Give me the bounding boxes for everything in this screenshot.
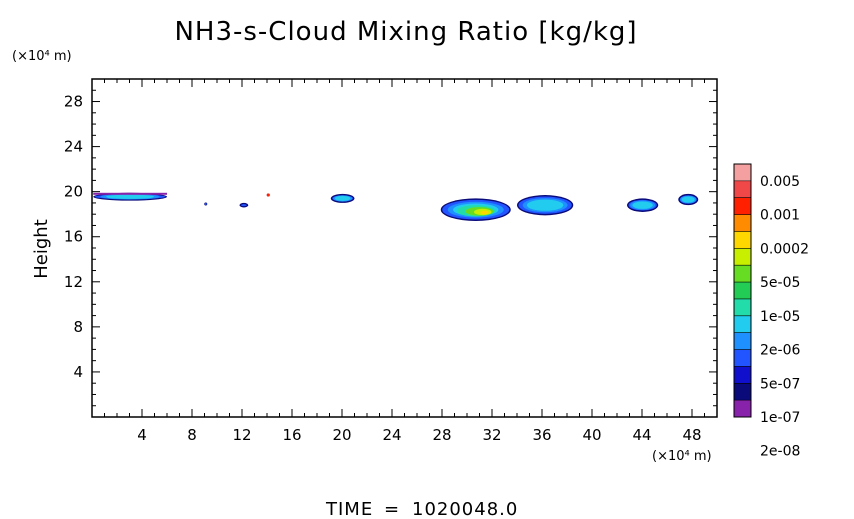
cloud-field: [93, 192, 699, 221]
colorbar-label: 0.001: [760, 208, 800, 224]
colorbar-segment: [734, 214, 751, 232]
cloud-patch: [334, 195, 351, 201]
y-tick-label: 12: [64, 273, 83, 291]
x-tick-label: 44: [632, 426, 651, 444]
colorbar-label: 2e-06: [760, 343, 800, 359]
colorbar-segment: [734, 282, 751, 300]
colorbar-label: 0.0002: [760, 241, 809, 257]
x-tick-label: 20: [332, 426, 351, 444]
colorbar-label: 0.005: [760, 174, 800, 190]
cloud-patch: [526, 199, 564, 211]
x-tick-label: 16: [282, 426, 301, 444]
y-tick-label: 20: [64, 183, 83, 201]
x-tick-label: 48: [682, 426, 701, 444]
colorbar-segment: [734, 265, 751, 283]
colorbar-segment: [734, 197, 751, 216]
x-tick-label: 12: [232, 426, 251, 444]
cloud-patch: [106, 194, 155, 199]
colorbar-segment: [734, 231, 751, 249]
colorbar-segment: [734, 180, 751, 199]
colorbar-label: 5e-05: [760, 275, 800, 291]
y-unit-label: (×10⁴ m): [12, 49, 72, 64]
x-tick-label: 28: [432, 426, 451, 444]
plot-frame: [91, 78, 718, 418]
x-tick-label: 24: [382, 426, 401, 444]
cloud-patch: [204, 203, 207, 206]
colorbar-segment: [734, 248, 751, 266]
colorbar-segment: [734, 349, 751, 367]
colorbar-segment: [734, 383, 751, 401]
cloud-patch: [681, 196, 695, 203]
colorbar-segment: [734, 298, 751, 317]
colorbar-segment: [734, 164, 751, 182]
x-tick-label: 36: [532, 426, 551, 444]
chart-title: NH3-s-Cloud Mixing Ratio [kg/kg]: [174, 17, 637, 47]
y-tick-label: 24: [64, 138, 83, 156]
colorbar-segment: [734, 315, 751, 334]
cloud-core: [480, 210, 489, 215]
x-unit-label: (×10⁴ m): [652, 449, 712, 464]
colorbar: [733, 163, 752, 418]
colorbar-segment: [734, 366, 751, 384]
time-equals: =: [384, 499, 400, 519]
colorbar-segment: [734, 400, 751, 418]
colorbar-label: 5e-07: [760, 376, 800, 392]
y-tick-label: 16: [64, 228, 83, 246]
x-tick-label: 32: [482, 426, 501, 444]
x-tick-label: 40: [582, 426, 601, 444]
cloud-patch: [241, 204, 247, 207]
colorbar-segment: [734, 332, 751, 351]
colorbar-frame: [733, 163, 752, 418]
time-label: TIME: [325, 499, 373, 519]
cloud-speck: [266, 193, 270, 197]
x-tick-label: 4: [137, 426, 147, 444]
colorbar-labels: 0.005 0.001 0.0002 5e-05 1e-05 2e-06 5e-07 1e-0…: [760, 174, 809, 460]
colorbar-label: 2e-08: [760, 444, 800, 460]
x-tick-label: 8: [187, 426, 197, 444]
cloud-patch: [632, 201, 653, 209]
y-tick-label: 28: [64, 93, 83, 111]
colorbar-label: 1e-05: [760, 309, 800, 325]
y-tick-label: 8: [73, 318, 83, 336]
cloud-edge: [93, 192, 167, 195]
y-axis-label: Height: [31, 219, 52, 279]
x-tick-labels: 4 8 12 16 20 24 28 32 36 40 44 48: [137, 426, 701, 444]
time-value: 1020048.0: [412, 499, 518, 519]
y-tick-labels: 4 8 12 16 20 24 28: [64, 93, 83, 381]
axis-ticks: [92, 79, 717, 417]
colorbar-label: 1e-07: [760, 410, 800, 426]
y-tick-label: 4: [73, 363, 83, 381]
